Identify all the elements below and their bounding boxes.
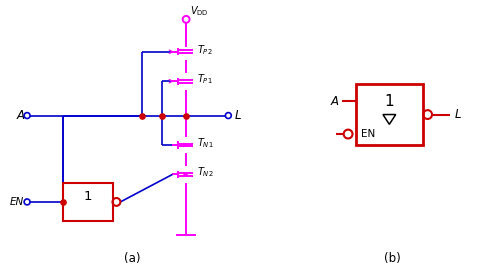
Text: $V_{\rm DD}$: $V_{\rm DD}$ xyxy=(190,5,209,18)
Bar xyxy=(356,84,423,145)
Text: EN: EN xyxy=(361,129,375,139)
Text: 1: 1 xyxy=(385,94,394,109)
Text: $T_{P2}$: $T_{P2}$ xyxy=(197,43,213,57)
Text: A: A xyxy=(16,109,24,122)
Text: L: L xyxy=(455,108,461,121)
Text: $T_{N1}$: $T_{N1}$ xyxy=(197,136,214,150)
Text: $T_{N2}$: $T_{N2}$ xyxy=(197,165,214,179)
Text: $T_{P1}$: $T_{P1}$ xyxy=(197,72,213,86)
Text: L: L xyxy=(234,109,241,122)
Text: (b): (b) xyxy=(384,252,401,265)
Text: (a): (a) xyxy=(124,252,141,265)
Text: EN: EN xyxy=(10,197,24,207)
Bar xyxy=(64,183,112,221)
Text: 1: 1 xyxy=(84,190,92,202)
Text: A: A xyxy=(330,95,338,108)
